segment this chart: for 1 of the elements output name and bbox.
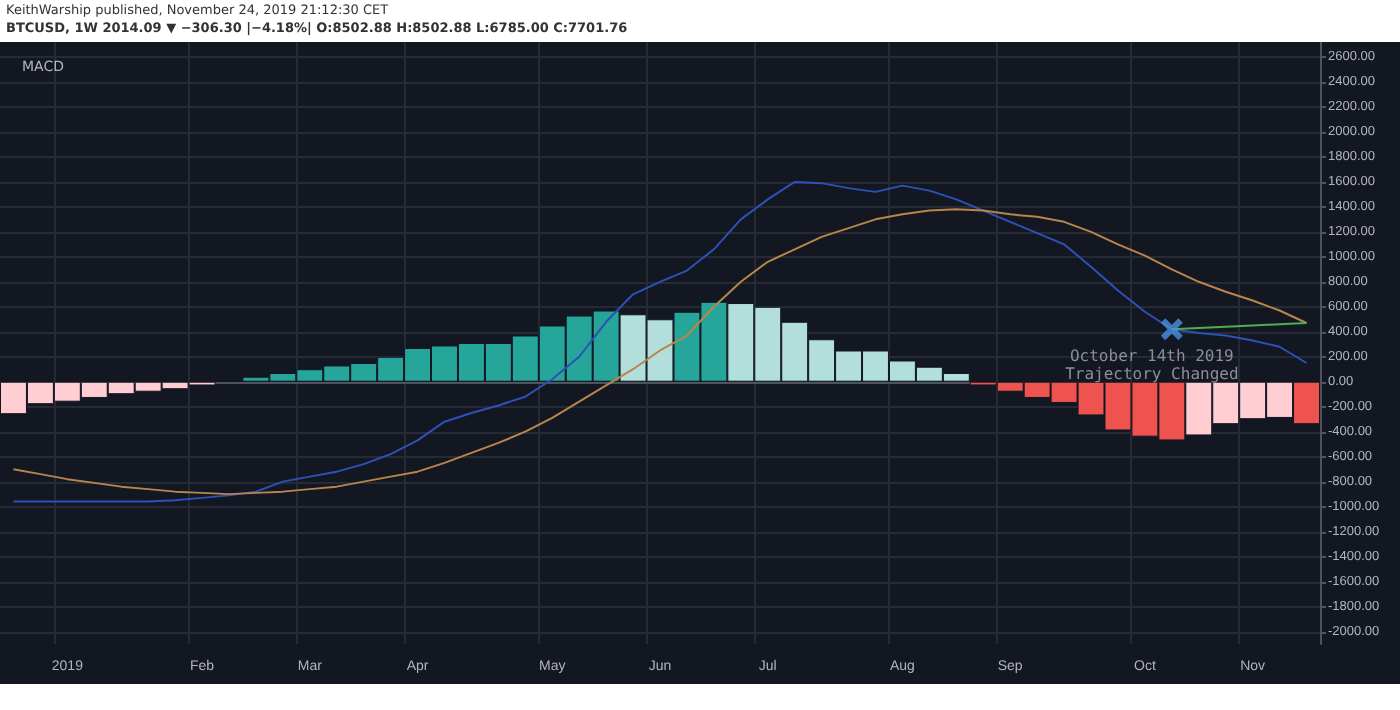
annotation: October 14th 2019 Trajectory Changed bbox=[1065, 347, 1239, 384]
